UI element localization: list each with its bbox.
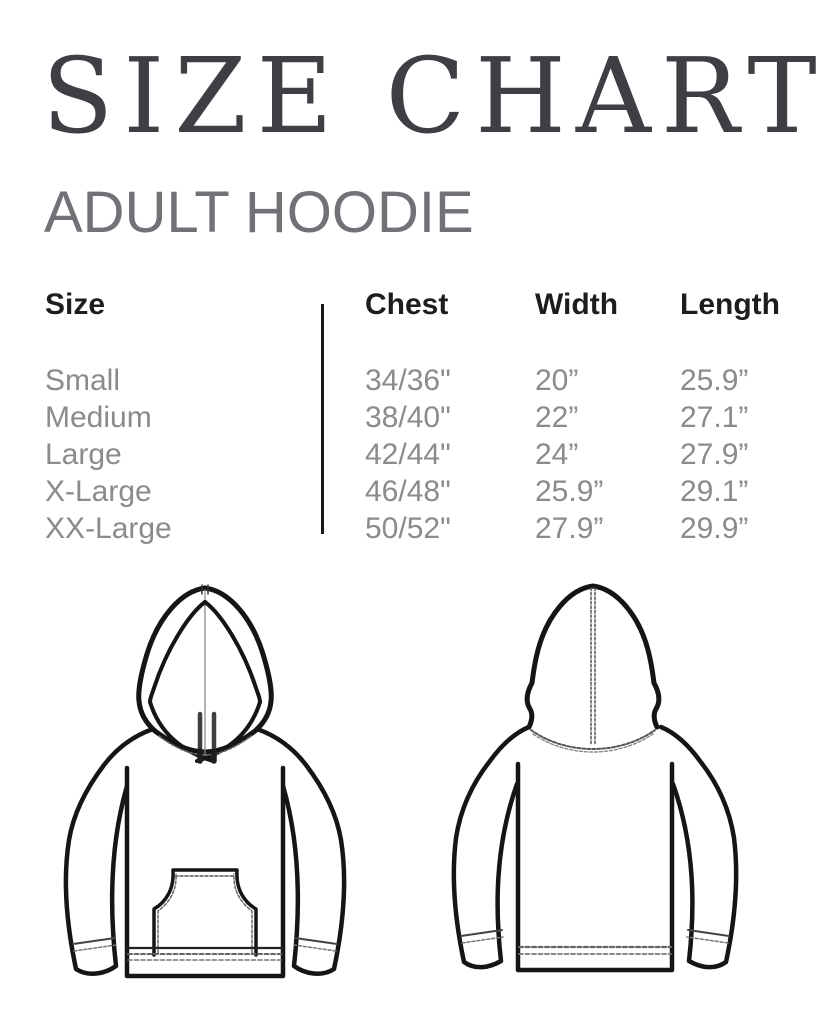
back-cuff-stitching	[460, 929, 730, 944]
width-value: 24”	[535, 438, 579, 471]
page-title: SIZE CHART	[42, 35, 819, 157]
table-row: Large 42/44" 24” 27.9”	[45, 436, 785, 473]
size-label: Medium	[45, 401, 152, 434]
width-value: 27.9”	[535, 512, 604, 545]
front-cuff-stitching	[72, 937, 338, 952]
back-hood	[524, 583, 662, 753]
column-header-width: Width	[535, 288, 619, 321]
size-label: X-Large	[45, 475, 152, 508]
length-value: 25.9”	[680, 364, 749, 397]
length-value: 27.9”	[680, 438, 749, 471]
length-value: 29.1”	[680, 475, 749, 508]
table-row: X-Large 46/48" 25.9” 29.1”	[45, 473, 785, 510]
column-header-chest: Chest	[365, 288, 449, 321]
table-row: Medium 38/40" 22” 27.1”	[45, 399, 785, 436]
hoodie-front-illustration	[63, 584, 347, 979]
front-hood	[136, 584, 274, 763]
chest-value: 46/48"	[365, 475, 451, 508]
size-label: XX-Large	[45, 512, 172, 545]
chest-value: 34/36"	[365, 364, 451, 397]
table-divider-line	[321, 304, 324, 534]
hoodie-back-illustration	[451, 583, 739, 973]
size-table-header-row: Size Chest Width Length	[45, 288, 785, 322]
front-kangaroo-pocket	[152, 868, 258, 957]
chest-value: 42/44"	[365, 438, 451, 471]
back-sleeves	[451, 724, 739, 970]
chest-value: 50/52"	[365, 512, 451, 545]
size-label: Small	[45, 364, 121, 397]
size-label: Large	[45, 438, 122, 471]
back-hem-band	[517, 945, 673, 955]
length-value: 29.9”	[680, 512, 749, 545]
table-row: Small 34/36" 20” 25.9”	[45, 362, 785, 399]
back-body	[515, 740, 675, 973]
front-hem-band	[125, 946, 285, 961]
size-table-body: Small 34/36" 20” 25.9” Medium 38/40" 22”…	[45, 362, 785, 547]
column-header-size: Size	[45, 288, 106, 321]
page-subtitle: ADULT HOODIE	[44, 180, 474, 245]
width-value: 22”	[535, 401, 579, 434]
chest-value: 38/40"	[365, 401, 451, 434]
width-value: 25.9”	[535, 475, 604, 508]
front-drawstrings	[197, 711, 217, 764]
width-value: 20”	[535, 364, 579, 397]
front-sleeves	[63, 726, 347, 976]
column-header-length: Length	[680, 288, 780, 321]
length-value: 27.1”	[680, 401, 749, 434]
table-row: XX-Large 50/52" 27.9” 29.9”	[45, 510, 785, 547]
size-table: Size Chest Width Length Small 34/36" 20”…	[45, 288, 785, 547]
